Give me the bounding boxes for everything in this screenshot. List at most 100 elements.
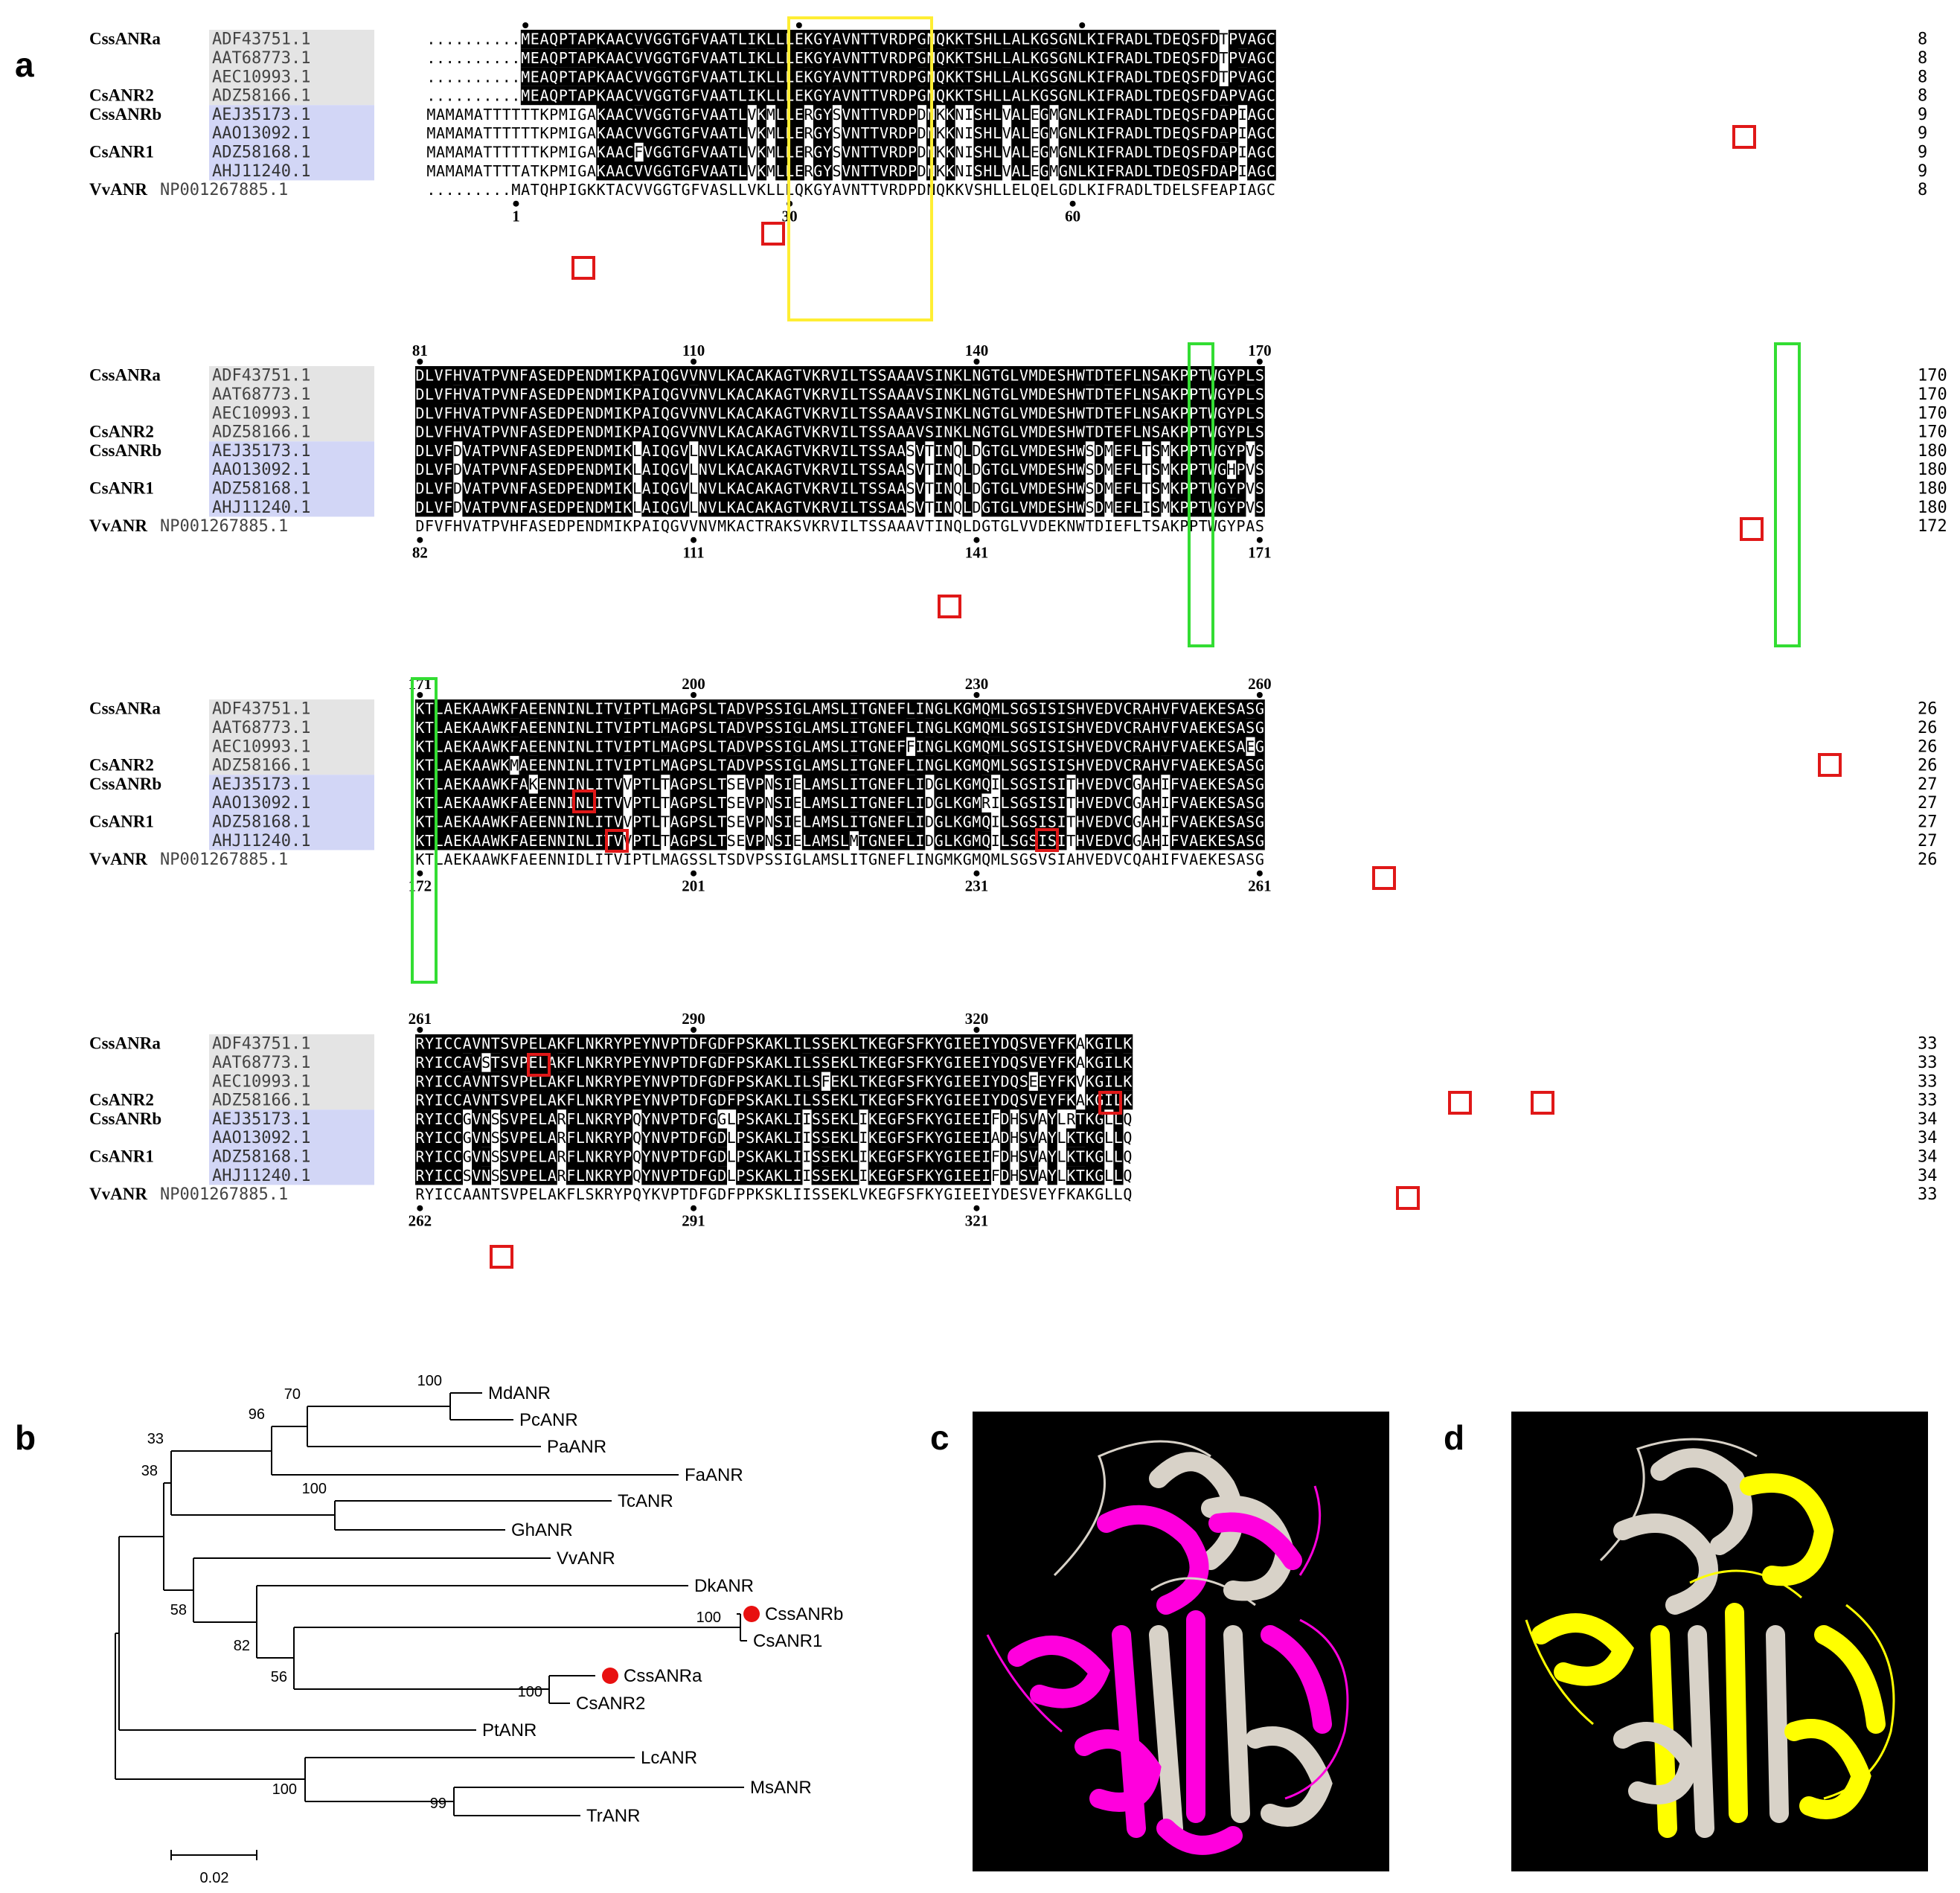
residue: V xyxy=(1029,517,1038,535)
residue: S xyxy=(538,385,547,403)
residue: E xyxy=(1172,68,1181,86)
protein-structure-overlay-c xyxy=(973,1412,1389,1871)
residue: S xyxy=(727,832,736,850)
residue: A xyxy=(642,442,651,460)
residue: V xyxy=(614,813,623,831)
residue: A xyxy=(519,813,528,831)
residue: L xyxy=(651,813,660,831)
residue: A xyxy=(727,757,736,775)
residue: I xyxy=(595,775,603,793)
residue: N xyxy=(586,404,595,422)
residue: A xyxy=(1142,851,1151,868)
residue: V xyxy=(1246,499,1255,516)
residue: L xyxy=(651,794,660,812)
residue: L xyxy=(651,700,660,718)
residue: V xyxy=(463,480,472,498)
residue: E xyxy=(528,851,537,868)
conserved-cell xyxy=(747,67,758,86)
residue: G xyxy=(1019,775,1028,793)
conserved-column xyxy=(679,366,690,517)
residue: A xyxy=(519,737,528,755)
conserved-cell xyxy=(990,699,1001,719)
residue: L xyxy=(775,87,784,105)
conserved-column xyxy=(615,30,625,181)
position-tick-dot xyxy=(1256,536,1263,543)
accession-group-b xyxy=(209,105,374,181)
residue: A xyxy=(774,404,783,422)
residue: N xyxy=(1069,106,1077,124)
conserved-cell xyxy=(990,718,1001,737)
residue: A xyxy=(719,31,728,48)
conserved-cell xyxy=(568,48,578,68)
conserved-cell xyxy=(981,831,992,851)
conserved-column xyxy=(1105,30,1116,181)
residue: C xyxy=(1266,181,1275,199)
conserved-column xyxy=(868,366,878,517)
residue: Y xyxy=(614,1072,623,1090)
residue: P xyxy=(1189,480,1198,498)
residue: C xyxy=(453,1054,462,1072)
residue: L xyxy=(425,423,434,441)
residue: D xyxy=(736,719,745,737)
residue: E xyxy=(528,1035,537,1053)
residue: M xyxy=(972,851,981,868)
residue: G xyxy=(813,68,822,86)
residue: I xyxy=(840,461,849,478)
residue: E xyxy=(1114,423,1123,441)
residue: N xyxy=(576,775,585,793)
residue: L xyxy=(1000,700,1009,718)
residue: A xyxy=(606,68,615,86)
residue: C xyxy=(1266,106,1275,124)
residue: T xyxy=(870,162,879,180)
residue: S xyxy=(727,813,736,831)
tree-leaf-label: TrANR xyxy=(586,1806,640,1826)
conserved-column xyxy=(622,1034,633,1185)
residue: I xyxy=(784,775,792,793)
residue: V xyxy=(842,181,851,199)
residue: E xyxy=(972,1167,981,1185)
residue: F xyxy=(1106,68,1115,86)
residue: E xyxy=(1217,794,1226,812)
residue: A xyxy=(727,737,736,755)
residue: L xyxy=(1114,1054,1123,1072)
residue: D xyxy=(689,1054,698,1072)
residue: A xyxy=(736,404,745,422)
tree-leaf-label: PtANR xyxy=(482,1720,537,1740)
residue: P xyxy=(755,737,764,755)
residue: K xyxy=(953,832,962,850)
conserved-cell xyxy=(530,30,540,49)
residue: G xyxy=(784,385,792,403)
residue: D xyxy=(717,1129,726,1147)
residue: E xyxy=(548,367,557,385)
residue: K xyxy=(1057,517,1066,535)
residue: S xyxy=(906,1148,915,1166)
residue: F xyxy=(1106,31,1115,48)
residue: T xyxy=(859,700,868,718)
residue: C xyxy=(625,49,634,67)
conserved-column xyxy=(934,1034,944,1185)
residue: E xyxy=(1095,794,1104,812)
residue: G xyxy=(887,1110,896,1128)
conserved-cell xyxy=(1245,793,1256,813)
residue: . xyxy=(446,31,455,48)
residue: G xyxy=(670,461,679,478)
residue: T xyxy=(1086,404,1095,422)
residue: M xyxy=(822,737,830,755)
residue: V xyxy=(842,106,851,124)
residue: G xyxy=(708,1129,717,1147)
conserved-cell xyxy=(849,718,859,737)
residue: L xyxy=(632,461,641,478)
residue: A xyxy=(642,517,651,535)
residue: T xyxy=(793,480,802,498)
residue: S xyxy=(1191,49,1200,67)
residue: C xyxy=(1123,757,1132,775)
residue: K xyxy=(539,124,548,142)
residue: P xyxy=(549,124,558,142)
residue: V xyxy=(802,367,811,385)
residue: G xyxy=(813,87,822,105)
residue: P xyxy=(1179,480,1188,498)
residue: P xyxy=(623,1185,632,1203)
residue: K xyxy=(597,106,606,124)
residue: Y xyxy=(935,1054,944,1072)
